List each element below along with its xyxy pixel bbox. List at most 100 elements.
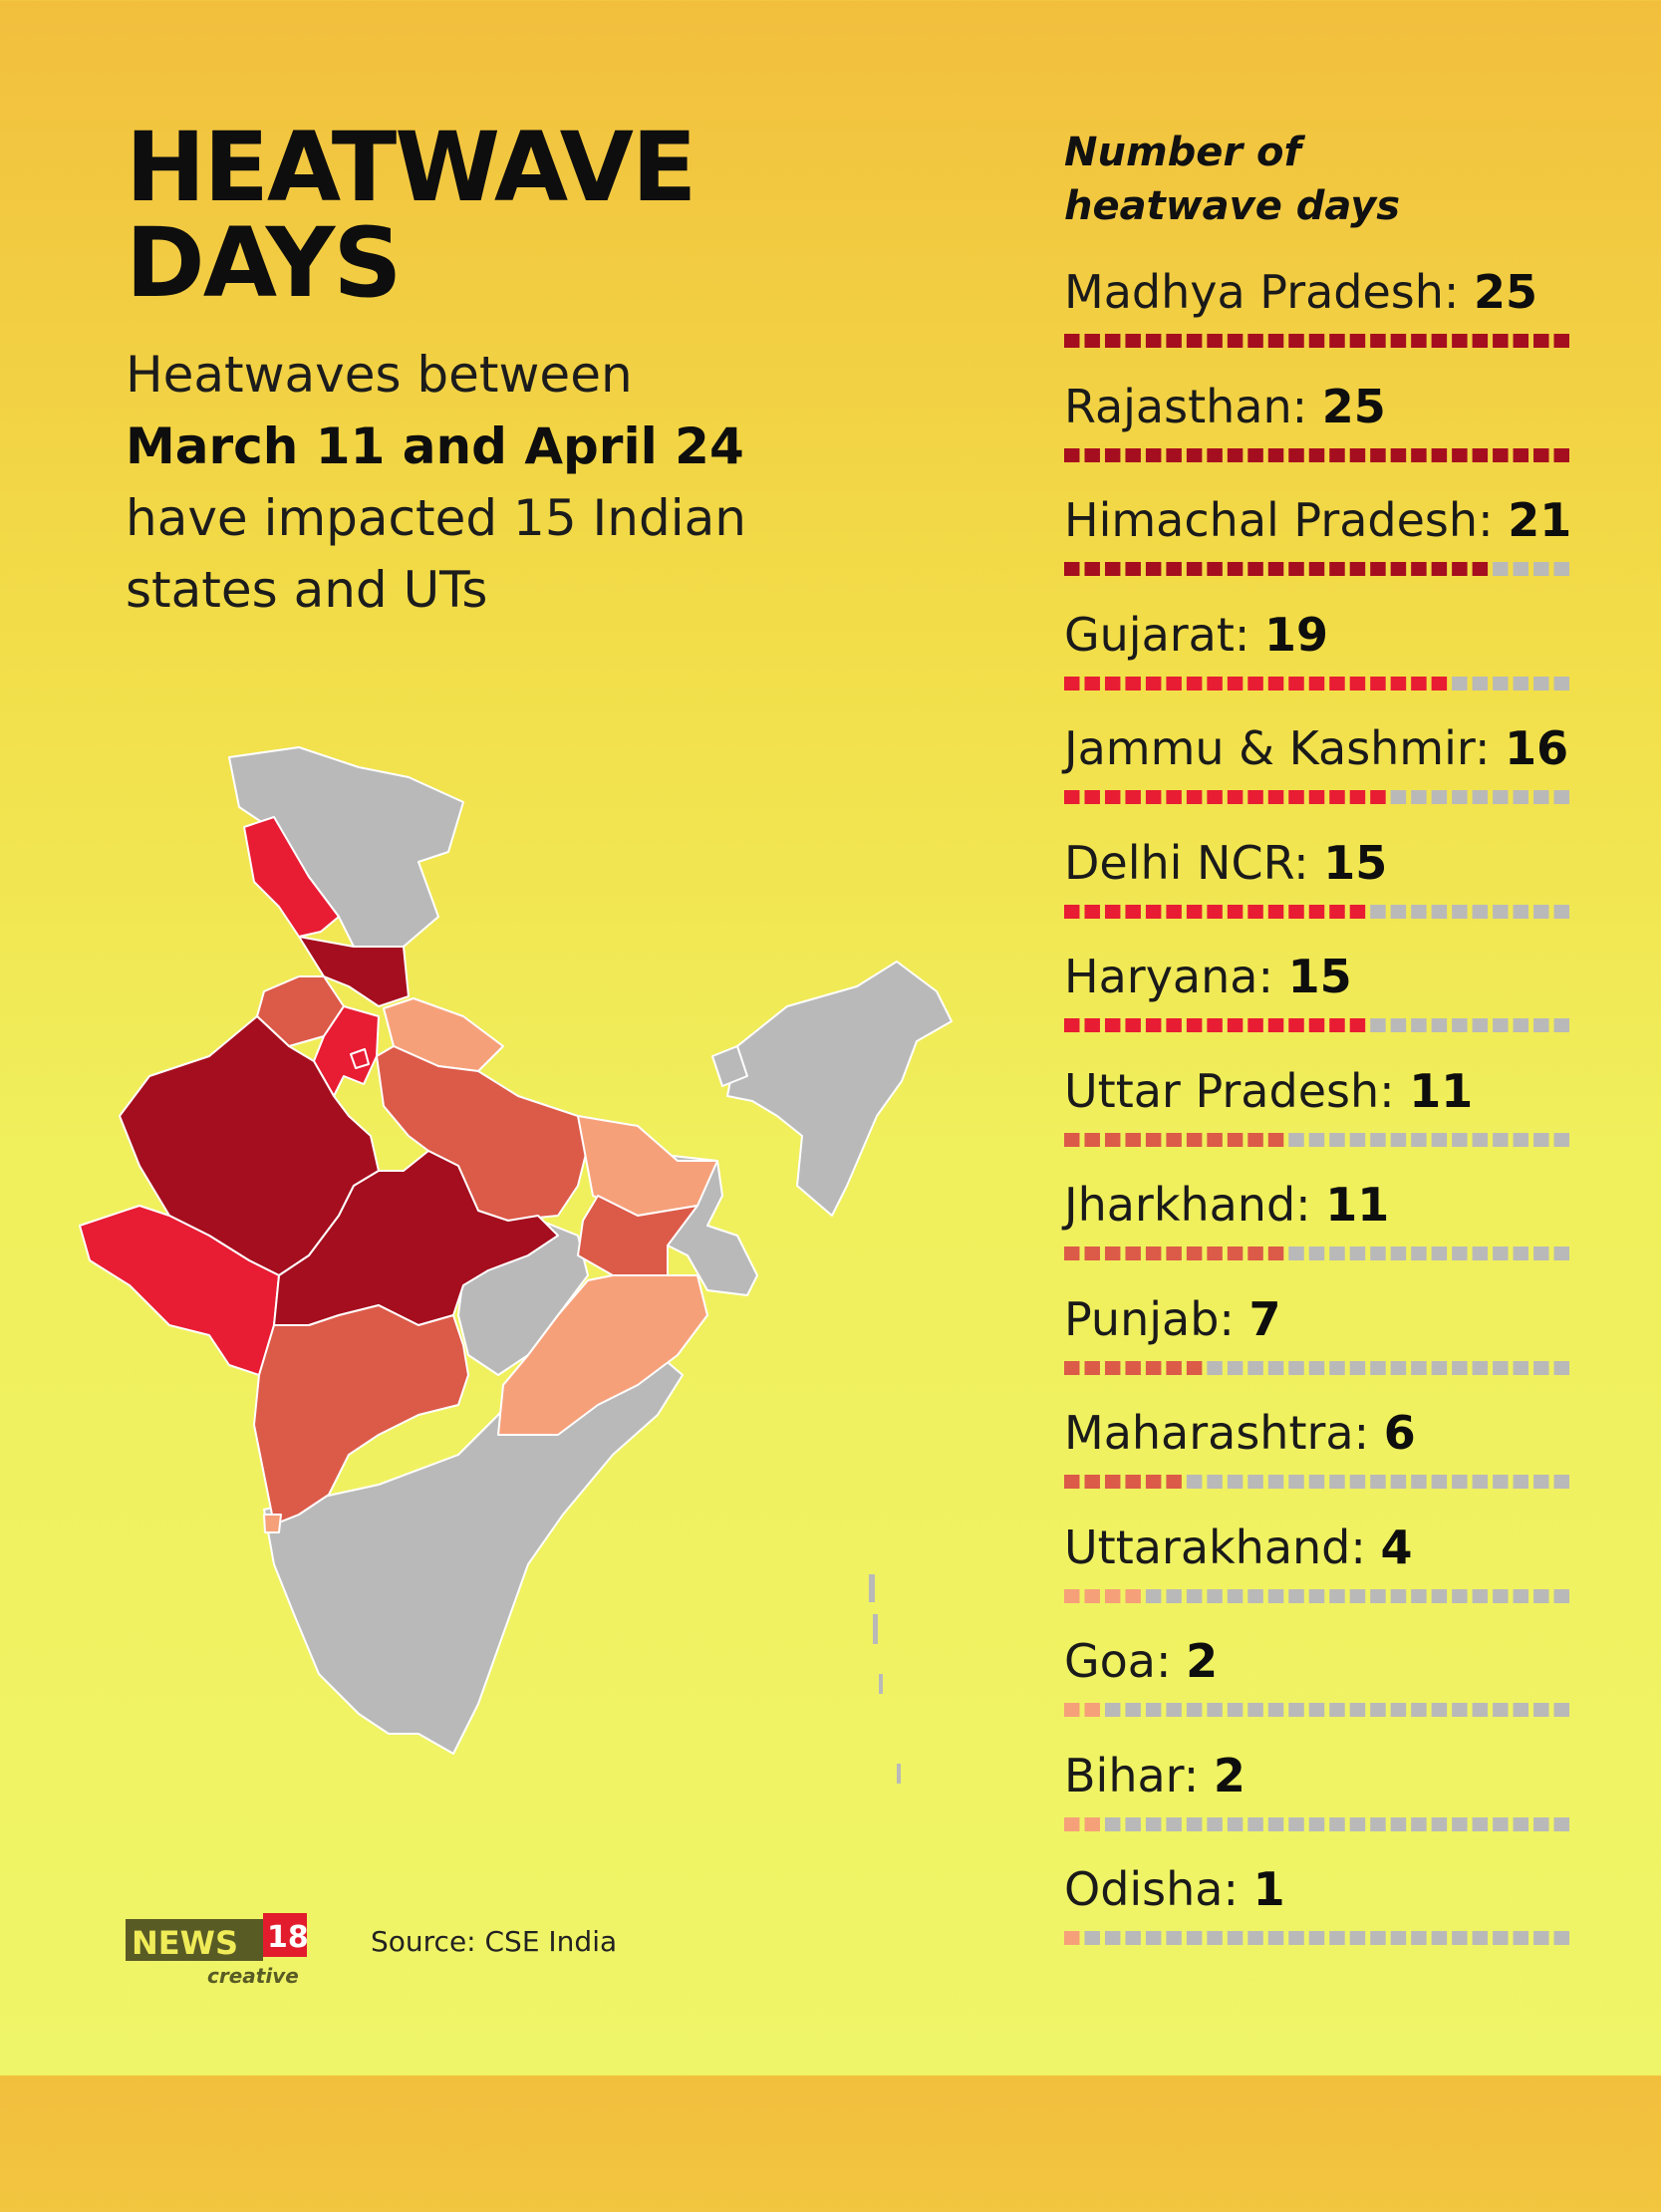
bar-segment-filled (1125, 1018, 1141, 1032)
bar-segment-empty (1553, 1018, 1569, 1032)
heatwave-days-bar (1064, 904, 1569, 919)
bar-segment-filled (1349, 904, 1366, 919)
bar-segment-empty (1493, 1360, 1509, 1375)
bar-segment-empty (1349, 1816, 1366, 1831)
state-name: Goa (1064, 1634, 1156, 1688)
subtitle-date-range: March 11 and April 24 (126, 417, 744, 475)
bar-segment-filled (1104, 1018, 1121, 1032)
bar-segment-filled (1064, 676, 1080, 691)
bar-segment-empty (1513, 1703, 1529, 1717)
bar-segment-filled (1370, 447, 1386, 462)
bar-segment-empty (1513, 1132, 1529, 1147)
bar-segment-empty (1207, 1703, 1223, 1717)
bar-segment-filled (1207, 562, 1223, 576)
bar-segment-filled (1125, 790, 1141, 804)
bar-segment-empty (1553, 1475, 1569, 1489)
bar-segment-filled (1084, 1816, 1100, 1831)
bar-segment-filled (1125, 1246, 1141, 1260)
bar-segment-empty (1227, 1360, 1244, 1375)
bar-segment-empty (1493, 562, 1509, 576)
bar-segment-filled (1288, 1018, 1304, 1032)
bar-segment-filled (1349, 676, 1366, 691)
bar-segment-empty (1472, 1703, 1489, 1717)
bar-segment-filled (1227, 1132, 1244, 1147)
bar-segment-empty (1472, 676, 1489, 691)
bar-segment-empty (1186, 1816, 1203, 1831)
bar-segment-empty (1452, 1475, 1468, 1489)
bar-segment-empty (1493, 676, 1509, 691)
bar-segment-empty (1493, 1931, 1509, 1945)
bar-segment-filled (1329, 334, 1345, 348)
bar-segment-empty (1390, 1703, 1407, 1717)
bar-segment-filled (1349, 790, 1366, 804)
bar-segment-filled (1452, 334, 1468, 348)
bar-segment-empty (1267, 1703, 1284, 1717)
heatwave-days-bar (1064, 1703, 1569, 1717)
bar-segment-filled (1349, 1018, 1366, 1032)
bar-segment-empty (1247, 1816, 1263, 1831)
bar-segment-empty (1329, 1360, 1345, 1375)
heatwave-days-bar (1064, 1588, 1569, 1603)
state-name: Uttar Pradesh (1064, 1063, 1380, 1118)
bar-segment-filled (1186, 447, 1203, 462)
subtitle: Heatwaves between March 11 and April 24 … (126, 339, 823, 626)
headline-line-1: HEATWAVE (126, 112, 696, 223)
bar-segment-empty (1513, 790, 1529, 804)
bar-segment-empty (1390, 1132, 1407, 1147)
bar-segment-filled (1064, 1132, 1080, 1147)
bar-segment-empty (1370, 1703, 1386, 1717)
bar-segment-empty (1513, 1246, 1529, 1260)
bar-segment-empty (1452, 1588, 1468, 1603)
bar-segment-filled (1431, 676, 1448, 691)
bar-segment-empty (1329, 1132, 1345, 1147)
bar-segment-filled (1553, 334, 1569, 348)
bar-segment-empty (1390, 1246, 1407, 1260)
bar-segment-empty (1186, 1588, 1203, 1603)
state-name: Bihar (1064, 1748, 1184, 1802)
bar-segment-filled (1207, 904, 1223, 919)
legend-title-line-1: Number of (1064, 130, 1301, 175)
state-label: Gujarat: 19 (1064, 607, 1329, 662)
state-days-value: 7 (1248, 1291, 1281, 1346)
bar-segment-empty (1472, 1132, 1489, 1147)
state-row: Punjab: 7 (1064, 1284, 1574, 1399)
state-days-value: 2 (1186, 1634, 1219, 1688)
bar-segment-filled (1064, 334, 1080, 348)
subtitle-line-1: Heatwaves between (126, 346, 633, 404)
bar-segment-empty (1329, 1816, 1345, 1831)
bar-segment-empty (1472, 1360, 1489, 1375)
state-row: Jammu & Kashmir: 16 (1064, 713, 1574, 828)
bar-segment-filled (1308, 1018, 1325, 1032)
bar-segment-empty (1349, 1360, 1366, 1375)
bar-segment-empty (1431, 1132, 1448, 1147)
bar-segment-empty (1390, 1588, 1407, 1603)
bar-segment-empty (1411, 1816, 1427, 1831)
bar-segment-filled (1064, 1931, 1080, 1945)
bar-segment-filled (1349, 562, 1366, 576)
bar-segment-filled (1125, 562, 1141, 576)
bar-segment-filled (1431, 562, 1448, 576)
bar-segment-filled (1267, 904, 1284, 919)
bar-segment-empty (1125, 1703, 1141, 1717)
bar-segment-filled (1207, 334, 1223, 348)
state-row: Himachal Pradesh: 21 (1064, 485, 1574, 600)
bar-segment-filled (1431, 334, 1448, 348)
state-label: Himachal Pradesh: 21 (1064, 493, 1572, 547)
bar-segment-empty (1370, 1931, 1386, 1945)
bar-segment-filled (1166, 1246, 1182, 1260)
bar-segment-empty (1308, 1475, 1325, 1489)
bar-segment-filled (1329, 562, 1345, 576)
source-credit: Source: CSE India (371, 1925, 618, 1958)
heatwave-days-bar (1064, 1816, 1569, 1831)
bar-segment-empty (1308, 1703, 1325, 1717)
bar-segment-empty (1431, 1018, 1448, 1032)
state-days-value: 11 (1409, 1063, 1474, 1118)
bar-segment-empty (1308, 1132, 1325, 1147)
state-label: Goa: 2 (1064, 1634, 1219, 1688)
bar-segment-empty (1227, 1588, 1244, 1603)
bar-segment-filled (1166, 1132, 1182, 1147)
bar-segment-filled (1125, 676, 1141, 691)
state-label: Bihar: 2 (1064, 1748, 1246, 1802)
bar-segment-filled (1186, 1360, 1203, 1375)
bar-segment-empty (1513, 1588, 1529, 1603)
